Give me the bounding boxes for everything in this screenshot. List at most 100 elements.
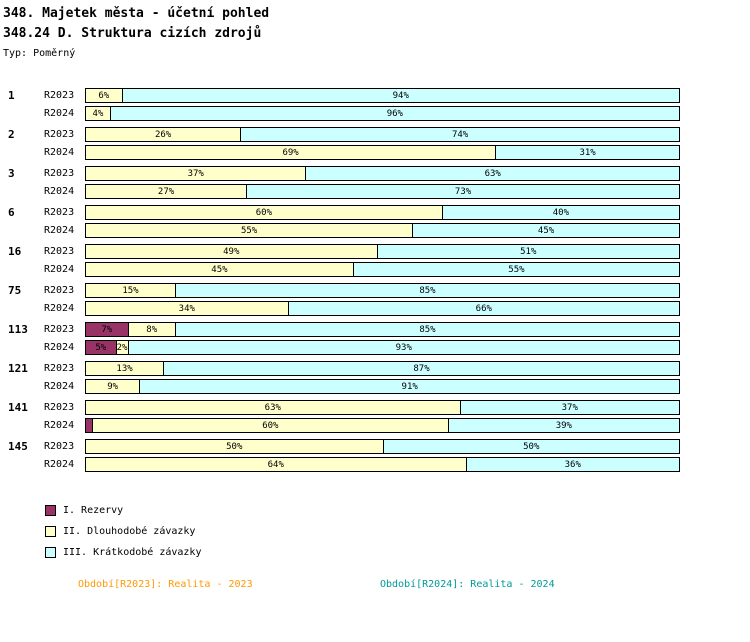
segment-value-label: 6%	[98, 90, 110, 101]
bar-segment-III: 85%	[174, 323, 679, 336]
bar-segment-III: 85%	[174, 284, 679, 297]
period-label: R2023	[44, 207, 75, 218]
bar-row: 141 R2023 63% 37%	[0, 400, 750, 415]
bar-segment-III: 45%	[412, 224, 679, 237]
bar-track: 55% 45%	[85, 223, 680, 238]
page-subtitle: 348.24 D. Struktura cizích zdrojů	[3, 26, 262, 41]
segment-value-label: 64%	[267, 459, 284, 470]
segment-value-label: 31%	[579, 147, 596, 158]
period-label: R2024	[44, 108, 75, 119]
period-label: R2024	[44, 225, 75, 236]
bar-segment-III: 55%	[352, 263, 679, 276]
bar-segment-II: 60%	[86, 206, 442, 219]
group-label: 3	[8, 167, 15, 180]
period-label: R2024	[44, 459, 75, 470]
segment-value-label: 69%	[282, 147, 299, 158]
bar-track: 15% 85%	[85, 283, 680, 298]
segment-value-label: 45%	[211, 264, 228, 275]
segment-value-label: 13%	[116, 363, 133, 374]
bar-segment-II: 49%	[86, 245, 377, 258]
bar-track: 26% 74%	[85, 127, 680, 142]
bar-row: 75 R2023 15% 85%	[0, 283, 750, 298]
segment-value-label: 55%	[508, 264, 525, 275]
segment-value-label: 63%	[264, 402, 281, 413]
bar-row: 145 R2023 50% 50%	[0, 439, 750, 454]
bar-segment-III: 94%	[121, 89, 679, 102]
footer: Období[R2023]: Realita - 2023 Období[R20…	[0, 579, 750, 590]
group-label: 145	[8, 440, 28, 453]
segment-value-label: 39%	[555, 420, 572, 431]
period-label: R2023	[44, 90, 75, 101]
bar-row: 3 R2023 37% 63%	[0, 166, 750, 181]
chart-group: 6 R2023 60% 40% R2024 55% 45%	[0, 205, 750, 238]
footer-period-2024: Období[R2024]: Realita - 2024	[380, 579, 555, 590]
bar-row: R2024 55% 45%	[0, 223, 750, 238]
bar-segment-III: 93%	[127, 341, 679, 354]
bar-segment-III: 39%	[447, 419, 679, 432]
page-title: 348. Majetek města - účetní pohled	[3, 6, 270, 21]
bar-segment-II: 8%	[127, 323, 175, 336]
bar-segment-III: 87%	[163, 362, 679, 375]
segment-value-label: 93%	[395, 342, 412, 353]
chart-group: 121 R2023 13% 87% R2024 9% 91%	[0, 361, 750, 394]
bar-row: R2024 27% 73%	[0, 184, 750, 199]
segment-value-label: 40%	[552, 207, 570, 218]
period-label: R2024	[44, 264, 75, 275]
segment-value-label: 91%	[401, 381, 418, 392]
bar-track: 37% 63%	[85, 166, 680, 181]
bar-segment-II: 50%	[86, 440, 383, 453]
bar-segment-II: 60%	[91, 419, 448, 432]
legend-swatch-dlouhodobe-zavazky	[45, 526, 56, 537]
period-label: R2023	[44, 129, 75, 140]
chart-group: 141 R2023 63% 37% R2024 60% 39%	[0, 400, 750, 433]
bar-row: 6 R2023 60% 40%	[0, 205, 750, 220]
bar-row: R2024 34% 66%	[0, 301, 750, 316]
segment-value-label: 34%	[178, 303, 195, 314]
legend-swatch-rezervy	[45, 505, 56, 516]
chart-type-label: Typ: Poměrný	[3, 48, 76, 59]
segment-value-label: 7%	[101, 324, 113, 335]
bar-row: R2024 60% 39%	[0, 418, 750, 433]
legend-item-kratkodobe-zavazky: III. Krátkodobé závazky	[45, 542, 750, 563]
segment-value-label: 50%	[523, 441, 540, 452]
segment-value-label: 2%	[116, 342, 128, 353]
segment-value-label: 96%	[386, 108, 403, 119]
legend-swatch-kratkodobe-zavazky	[45, 547, 56, 558]
bar-track: 49% 51%	[85, 244, 680, 259]
segment-value-label: 74%	[451, 129, 469, 140]
group-label: 16	[8, 245, 22, 258]
bar-row: R2024 64% 36%	[0, 457, 750, 472]
bar-track: 64% 36%	[85, 457, 680, 472]
bar-segment-III: 31%	[495, 146, 679, 159]
legend-label: III. Krátkodobé závazky	[63, 547, 202, 558]
group-label: 1	[8, 89, 15, 102]
period-label: R2024	[44, 186, 75, 197]
bar-track: 34% 66%	[85, 301, 680, 316]
period-label: R2024	[44, 342, 75, 353]
bar-segment-II: 64%	[86, 458, 466, 471]
segment-value-label: 87%	[413, 363, 430, 374]
bar-row: R2024 69% 31%	[0, 145, 750, 160]
period-label: R2023	[44, 363, 75, 374]
bar-row: R2024 5% 2% 93%	[0, 340, 750, 355]
period-label: R2024	[44, 420, 75, 431]
bar-row: R2024 4% 96%	[0, 106, 750, 121]
bar-row: R2024 45% 55%	[0, 262, 750, 277]
bar-segment-II: 15%	[86, 284, 175, 297]
period-label: R2024	[44, 147, 75, 158]
segment-value-label: 63%	[484, 168, 501, 179]
segment-value-label: 36%	[564, 459, 581, 470]
segment-value-label: 50%	[226, 441, 243, 452]
segment-value-label: 27%	[157, 186, 175, 197]
bar-track: 50% 50%	[85, 439, 680, 454]
group-label: 141	[8, 401, 28, 414]
bar-track: 63% 37%	[85, 400, 680, 415]
bar-track: 69% 31%	[85, 145, 680, 160]
segment-value-label: 60%	[262, 420, 279, 431]
bar-segment-II: 9%	[86, 380, 140, 393]
segment-value-label: 5%	[95, 342, 107, 353]
bar-segment-III: 91%	[139, 380, 679, 393]
segment-value-label: 85%	[419, 285, 436, 296]
segment-value-label: 73%	[454, 186, 472, 197]
group-label: 121	[8, 362, 28, 375]
